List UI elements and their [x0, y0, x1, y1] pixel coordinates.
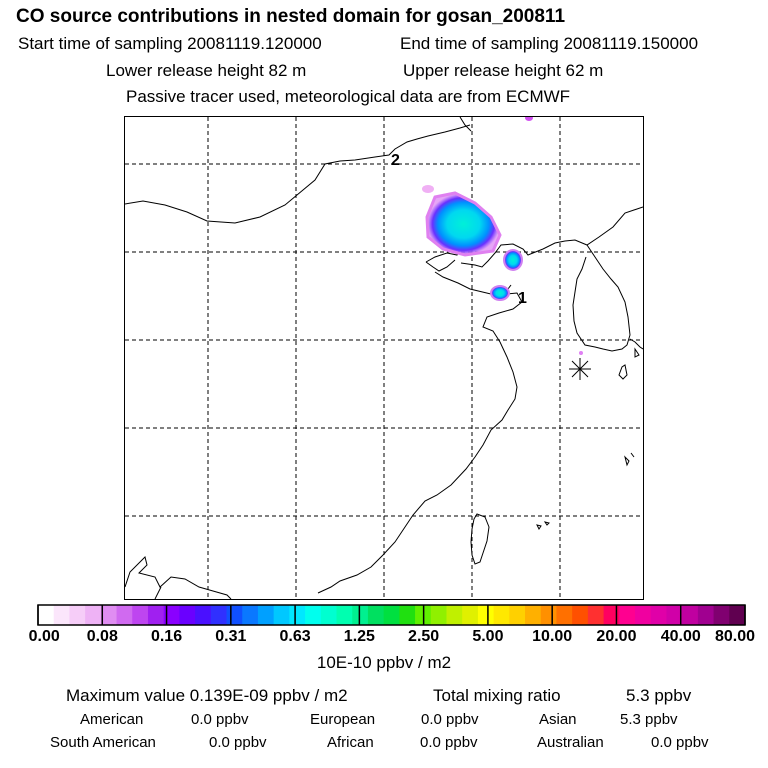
- colorbar-tick-label: 0.16: [150, 628, 183, 645]
- colorbar-swatch: [163, 605, 180, 625]
- colorbar-swatch: [493, 605, 510, 625]
- colorbar-swatch: [509, 605, 526, 625]
- region-european-value: 0.0 ppbv: [421, 711, 479, 728]
- region-african-value: 0.0 ppbv: [420, 734, 478, 751]
- colorbar-tick-label: 1.25: [343, 628, 375, 645]
- colorbar-swatch: [367, 605, 385, 625]
- region-south-american-label: South American: [50, 734, 156, 751]
- upper-release-height-label: Upper release height 62 m: [403, 61, 604, 80]
- colorbar-tick-label: 2.50: [408, 628, 440, 645]
- colorbar-swatch: [85, 605, 102, 625]
- colorbar-tick-label: 0.08: [86, 628, 118, 645]
- colorbar-swatch: [179, 605, 196, 625]
- colorbar-swatch: [540, 605, 557, 625]
- colorbar-swatch: [226, 605, 243, 625]
- total-mixing-ratio-label: Total mixing ratio: [433, 686, 561, 705]
- colorbar-swatch: [69, 605, 86, 625]
- colorbar-swatch: [462, 605, 479, 625]
- coastlines: [124, 116, 644, 600]
- colorbar-swatch: [446, 605, 463, 625]
- colorbar-swatch: [399, 605, 416, 625]
- start-time-label: Start time of sampling 20081119.120000: [18, 34, 322, 53]
- colorbar-tick-label: 20.00: [596, 628, 637, 645]
- colorbar-units-label: 10E-10 ppbv / m2: [316, 653, 452, 672]
- maximum-value-label: Maximum value 0.139E-09 ppbv / m2: [66, 686, 348, 705]
- colorbar-swatch: [477, 605, 495, 625]
- colorbar-swatch: [603, 605, 620, 625]
- plume-gosan: [579, 351, 583, 355]
- region-australian-label: Australian: [537, 734, 604, 751]
- plot-title: CO source contributions in nested domain…: [16, 6, 566, 27]
- plume-main: [425, 191, 502, 257]
- colorbar-swatch: [729, 605, 746, 625]
- colorbar-swatch: [430, 605, 447, 625]
- lower-release-height-label: Lower release height 82 m: [106, 61, 307, 80]
- colorbar-swatch: [305, 605, 322, 625]
- colorbar-border: [37, 604, 746, 626]
- colorbar-swatch: [619, 605, 636, 625]
- colorbar: [37, 604, 746, 626]
- colorbar-tick-label: 40.00: [660, 628, 701, 645]
- colorbar-swatch: [147, 605, 165, 625]
- colorbar-swatch: [682, 605, 699, 625]
- colorbar-swatch: [273, 605, 290, 625]
- plume-shandong: [490, 285, 510, 301]
- model-note-label: Passive tracer used, meteorological data…: [126, 87, 571, 106]
- colorbar-swatch: [257, 605, 275, 625]
- colorbar-swatch: [289, 605, 306, 625]
- total-mixing-ratio-value: 5.3 ppbv: [626, 686, 692, 705]
- colorbar-swatch: [116, 605, 133, 625]
- colorbar-tick-label: 0.00: [28, 628, 60, 645]
- colorbar-swatch: [195, 605, 212, 625]
- colorbar-swatch: [53, 605, 70, 625]
- map-panel: 1 2: [124, 115, 644, 600]
- region-american-value: 0.0 ppbv: [191, 711, 249, 728]
- graticule: [125, 117, 643, 599]
- plume-top: [525, 115, 533, 121]
- colorbar-swatch: [132, 605, 149, 625]
- colorbar-swatch: [352, 605, 369, 625]
- colorbar-swatch: [666, 605, 683, 625]
- region-australian-value: 0.0 ppbv: [651, 734, 709, 751]
- tracer-plumes: [422, 115, 583, 355]
- colorbar-swatch: [242, 605, 259, 625]
- region-south-american-value: 0.0 ppbv: [209, 734, 267, 751]
- colorbar-swatch: [383, 605, 400, 625]
- region-asian-label: Asian: [539, 711, 577, 728]
- colorbar-tick-label: 10.00: [532, 628, 573, 645]
- colorbar-tick-label: 80.00: [714, 628, 756, 645]
- colorbar-swatch: [635, 605, 652, 625]
- colorbar-swatch: [525, 605, 542, 625]
- colorbar-swatch: [100, 605, 118, 625]
- plume-east: [503, 249, 523, 271]
- region-african-label: African: [327, 734, 374, 751]
- marker-2-label: 2: [391, 152, 400, 169]
- colorbar-tick-label: 5.00: [472, 628, 504, 645]
- colorbar-tick-label: 0.63: [279, 628, 311, 645]
- colorbar-tick-label: 0.31: [215, 628, 247, 645]
- region-american-label: American: [80, 711, 144, 728]
- marker-1-label: 1: [518, 290, 527, 307]
- receptor-star-icon: [569, 358, 591, 380]
- colorbar-swatch: [336, 605, 353, 625]
- colorbar-swatch: [587, 605, 605, 625]
- colorbar-swatch: [556, 605, 573, 625]
- end-time-label: End time of sampling 20081119.150000: [400, 34, 699, 53]
- map-svg: 1 2: [124, 115, 644, 600]
- colorbar-swatch: [38, 605, 55, 625]
- colorbar-swatch: [713, 605, 730, 625]
- region-asian-value: 5.3 ppbv: [620, 711, 678, 728]
- colorbar-swatch: [650, 605, 667, 625]
- colorbar-swatch: [210, 605, 228, 625]
- plume-fringe: [422, 185, 434, 193]
- colorbar-swatch: [320, 605, 338, 625]
- colorbar-swatch: [697, 605, 715, 625]
- region-european-label: European: [310, 711, 376, 728]
- colorbar-swatch: [572, 605, 589, 625]
